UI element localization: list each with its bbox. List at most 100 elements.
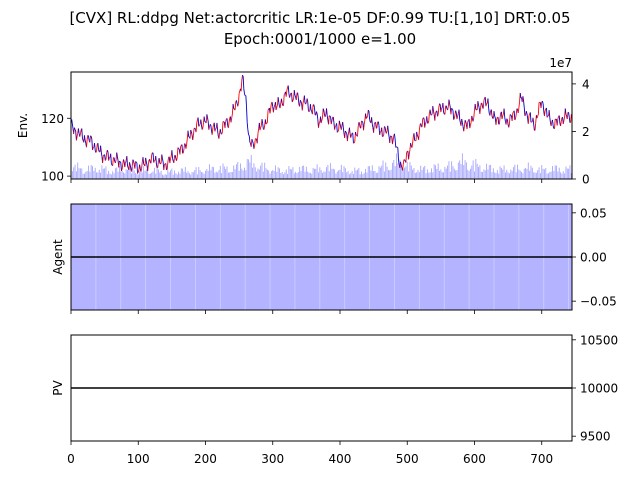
price-segment <box>463 126 465 132</box>
price-segment <box>292 98 295 101</box>
y2-tick-label: 10500 <box>580 333 618 347</box>
price-segment <box>299 100 301 107</box>
price-segment <box>496 117 498 120</box>
price-segment <box>261 119 264 124</box>
price-segment <box>429 109 432 115</box>
price-segment <box>478 104 480 108</box>
price-segment <box>291 100 294 103</box>
price-segment <box>206 114 208 118</box>
price-segment <box>375 127 378 129</box>
price-segment <box>550 121 553 126</box>
price-segment <box>329 115 331 118</box>
price-segment <box>560 117 563 122</box>
price-segment <box>132 159 134 162</box>
price-segment <box>359 123 361 128</box>
price-segment <box>121 164 124 170</box>
price-segment <box>491 115 494 119</box>
price-segment <box>150 154 153 164</box>
price-segment <box>258 122 261 131</box>
price-segment <box>344 130 347 133</box>
price-segment <box>219 129 222 134</box>
price-segment <box>511 112 514 121</box>
price-segment <box>233 108 235 110</box>
x-tick-label: 500 <box>396 452 419 466</box>
price-segment <box>142 157 145 164</box>
price-segment <box>232 104 235 109</box>
price-segment <box>523 101 525 108</box>
price-segment <box>79 129 82 134</box>
price-segment <box>277 97 280 103</box>
price-segment <box>167 157 169 163</box>
pv-panel: 9500 10000 10500 0 100 200 300 400 500 600 700 PV <box>51 333 618 466</box>
price-segment <box>79 133 81 137</box>
price-segment <box>227 122 230 128</box>
price-segment <box>283 94 285 106</box>
price-segment <box>540 101 543 109</box>
price-segment <box>73 127 76 130</box>
price-segment <box>398 160 400 165</box>
price-segment <box>489 110 492 116</box>
price-segment <box>139 164 141 169</box>
chart-title: [CVX] RL:ddpg Net:actorcritic LR:1e-05 D… <box>69 9 570 27</box>
price-segment <box>228 118 231 123</box>
price-segment <box>283 93 286 95</box>
x-tick-label: 600 <box>463 452 486 466</box>
price-segment <box>266 110 269 123</box>
price-segment <box>313 107 316 115</box>
price-segment <box>249 141 251 144</box>
price-segment <box>293 90 296 96</box>
price-segment <box>548 110 551 118</box>
price-segment <box>133 161 135 165</box>
price-segment <box>287 85 290 94</box>
price-segment <box>355 131 357 136</box>
price-segment <box>434 113 436 121</box>
price-segment <box>441 107 443 109</box>
price-segment <box>318 121 321 124</box>
price-segment <box>207 117 209 122</box>
price-segment <box>541 101 544 104</box>
price-segment <box>363 124 365 131</box>
price-segment <box>157 160 159 168</box>
price-segment <box>526 113 529 119</box>
price-segment <box>129 162 131 166</box>
price-segment <box>537 102 540 115</box>
price-segment <box>328 115 330 125</box>
price-segment <box>525 111 528 114</box>
price-segment <box>408 154 410 160</box>
price-segment <box>464 120 467 122</box>
y2-tick-label: 2 <box>582 125 590 139</box>
price-segment <box>116 156 119 161</box>
panels: 100 120 0 2 4 1e7 Env. −0.05 0.00 0.05 Agent 9500 10… <box>16 56 618 466</box>
price-segment <box>546 115 549 118</box>
price-segment <box>137 172 139 174</box>
price-segment <box>195 122 198 133</box>
price-segment <box>418 124 421 131</box>
price-segment <box>442 103 445 113</box>
price-segment <box>211 127 214 135</box>
price-segment <box>400 164 403 168</box>
price-segment <box>344 130 346 138</box>
price-segment <box>214 128 217 132</box>
panel-frame <box>70 71 573 180</box>
price-segment <box>473 109 475 118</box>
price-segment <box>451 109 454 111</box>
price-segment <box>536 116 539 119</box>
price-segment <box>225 119 227 122</box>
price-segment <box>203 116 206 122</box>
price-segment <box>353 141 356 144</box>
price-segment <box>463 120 466 127</box>
price-segment <box>300 101 303 104</box>
price-segment <box>406 151 408 154</box>
price-segment <box>218 132 221 139</box>
price-segment <box>543 110 546 117</box>
price-segment <box>346 135 349 142</box>
price-segment <box>439 103 441 105</box>
price-segment <box>410 143 412 147</box>
price-segment <box>447 106 449 111</box>
price-segment <box>458 109 461 120</box>
price-segment <box>100 145 102 153</box>
price-segment <box>158 158 161 164</box>
price-segment <box>84 135 86 141</box>
price-segment <box>426 116 428 123</box>
price-segment <box>102 154 105 157</box>
